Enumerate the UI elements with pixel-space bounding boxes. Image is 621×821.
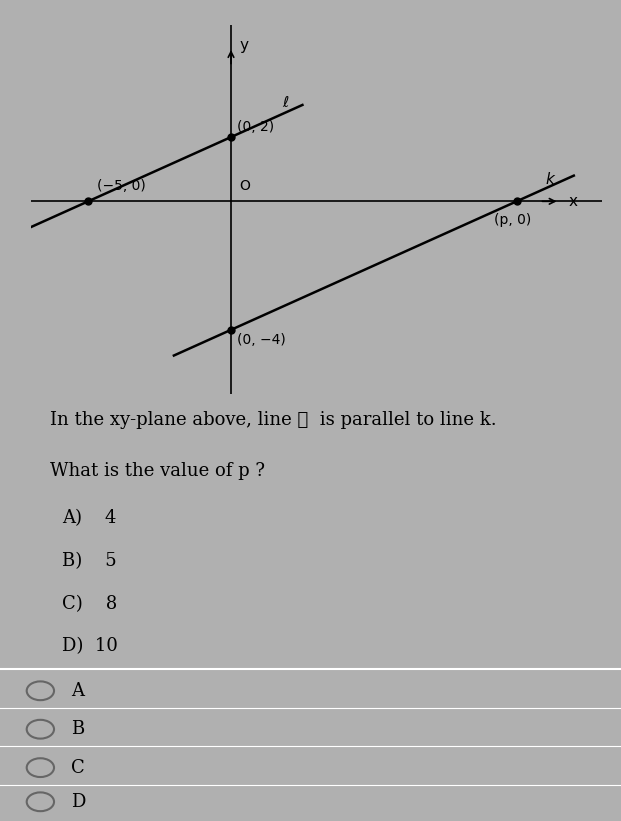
Text: O: O — [240, 179, 250, 193]
Text: (0, 2): (0, 2) — [237, 120, 274, 134]
Text: A: A — [71, 681, 84, 699]
Text: ℓ: ℓ — [283, 94, 289, 109]
Text: In the xy-plane above, line ℓ  is parallel to line k.: In the xy-plane above, line ℓ is paralle… — [50, 411, 496, 429]
Text: x: x — [568, 194, 577, 209]
Text: (0, −4): (0, −4) — [237, 333, 286, 347]
Text: D)  10: D) 10 — [62, 637, 118, 655]
Text: (−5, 0): (−5, 0) — [97, 179, 145, 193]
Text: A)    4: A) 4 — [62, 509, 117, 527]
Text: What is the value of p ?: What is the value of p ? — [50, 462, 265, 480]
Text: C)    8: C) 8 — [62, 594, 117, 612]
Text: k: k — [545, 172, 554, 186]
Text: D: D — [71, 793, 86, 811]
Text: B)    5: B) 5 — [62, 552, 117, 570]
Text: (p, 0): (p, 0) — [494, 213, 531, 227]
Text: y: y — [240, 38, 248, 53]
Text: B: B — [71, 720, 84, 738]
Text: C: C — [71, 759, 85, 777]
